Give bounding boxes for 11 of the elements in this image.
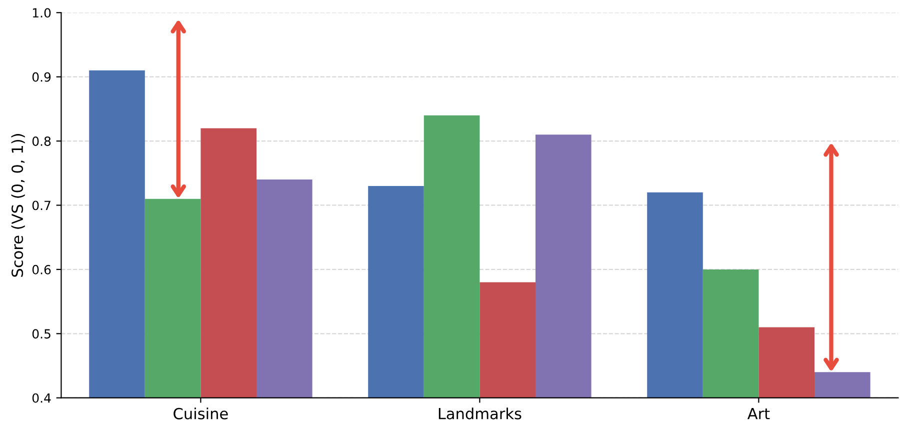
y-tick-label: 0.8 xyxy=(32,136,51,146)
y-tick-label: 0.6 xyxy=(32,264,51,274)
y-tick-label: 0.5 xyxy=(32,329,50,339)
y-tick-label: 0.7 xyxy=(32,200,50,210)
y-tick-label: 0.9 xyxy=(32,72,51,82)
x-tick-label: Art xyxy=(747,408,770,420)
y-tick-label: 1.0 xyxy=(32,8,51,18)
x-tick-label: Landmarks xyxy=(438,408,522,420)
y-tick-label: 0.4 xyxy=(32,393,51,403)
x-tick-label: Cuisine xyxy=(174,408,228,420)
y-axis-title: Score (VS (0, 0, 1)) xyxy=(11,134,25,277)
